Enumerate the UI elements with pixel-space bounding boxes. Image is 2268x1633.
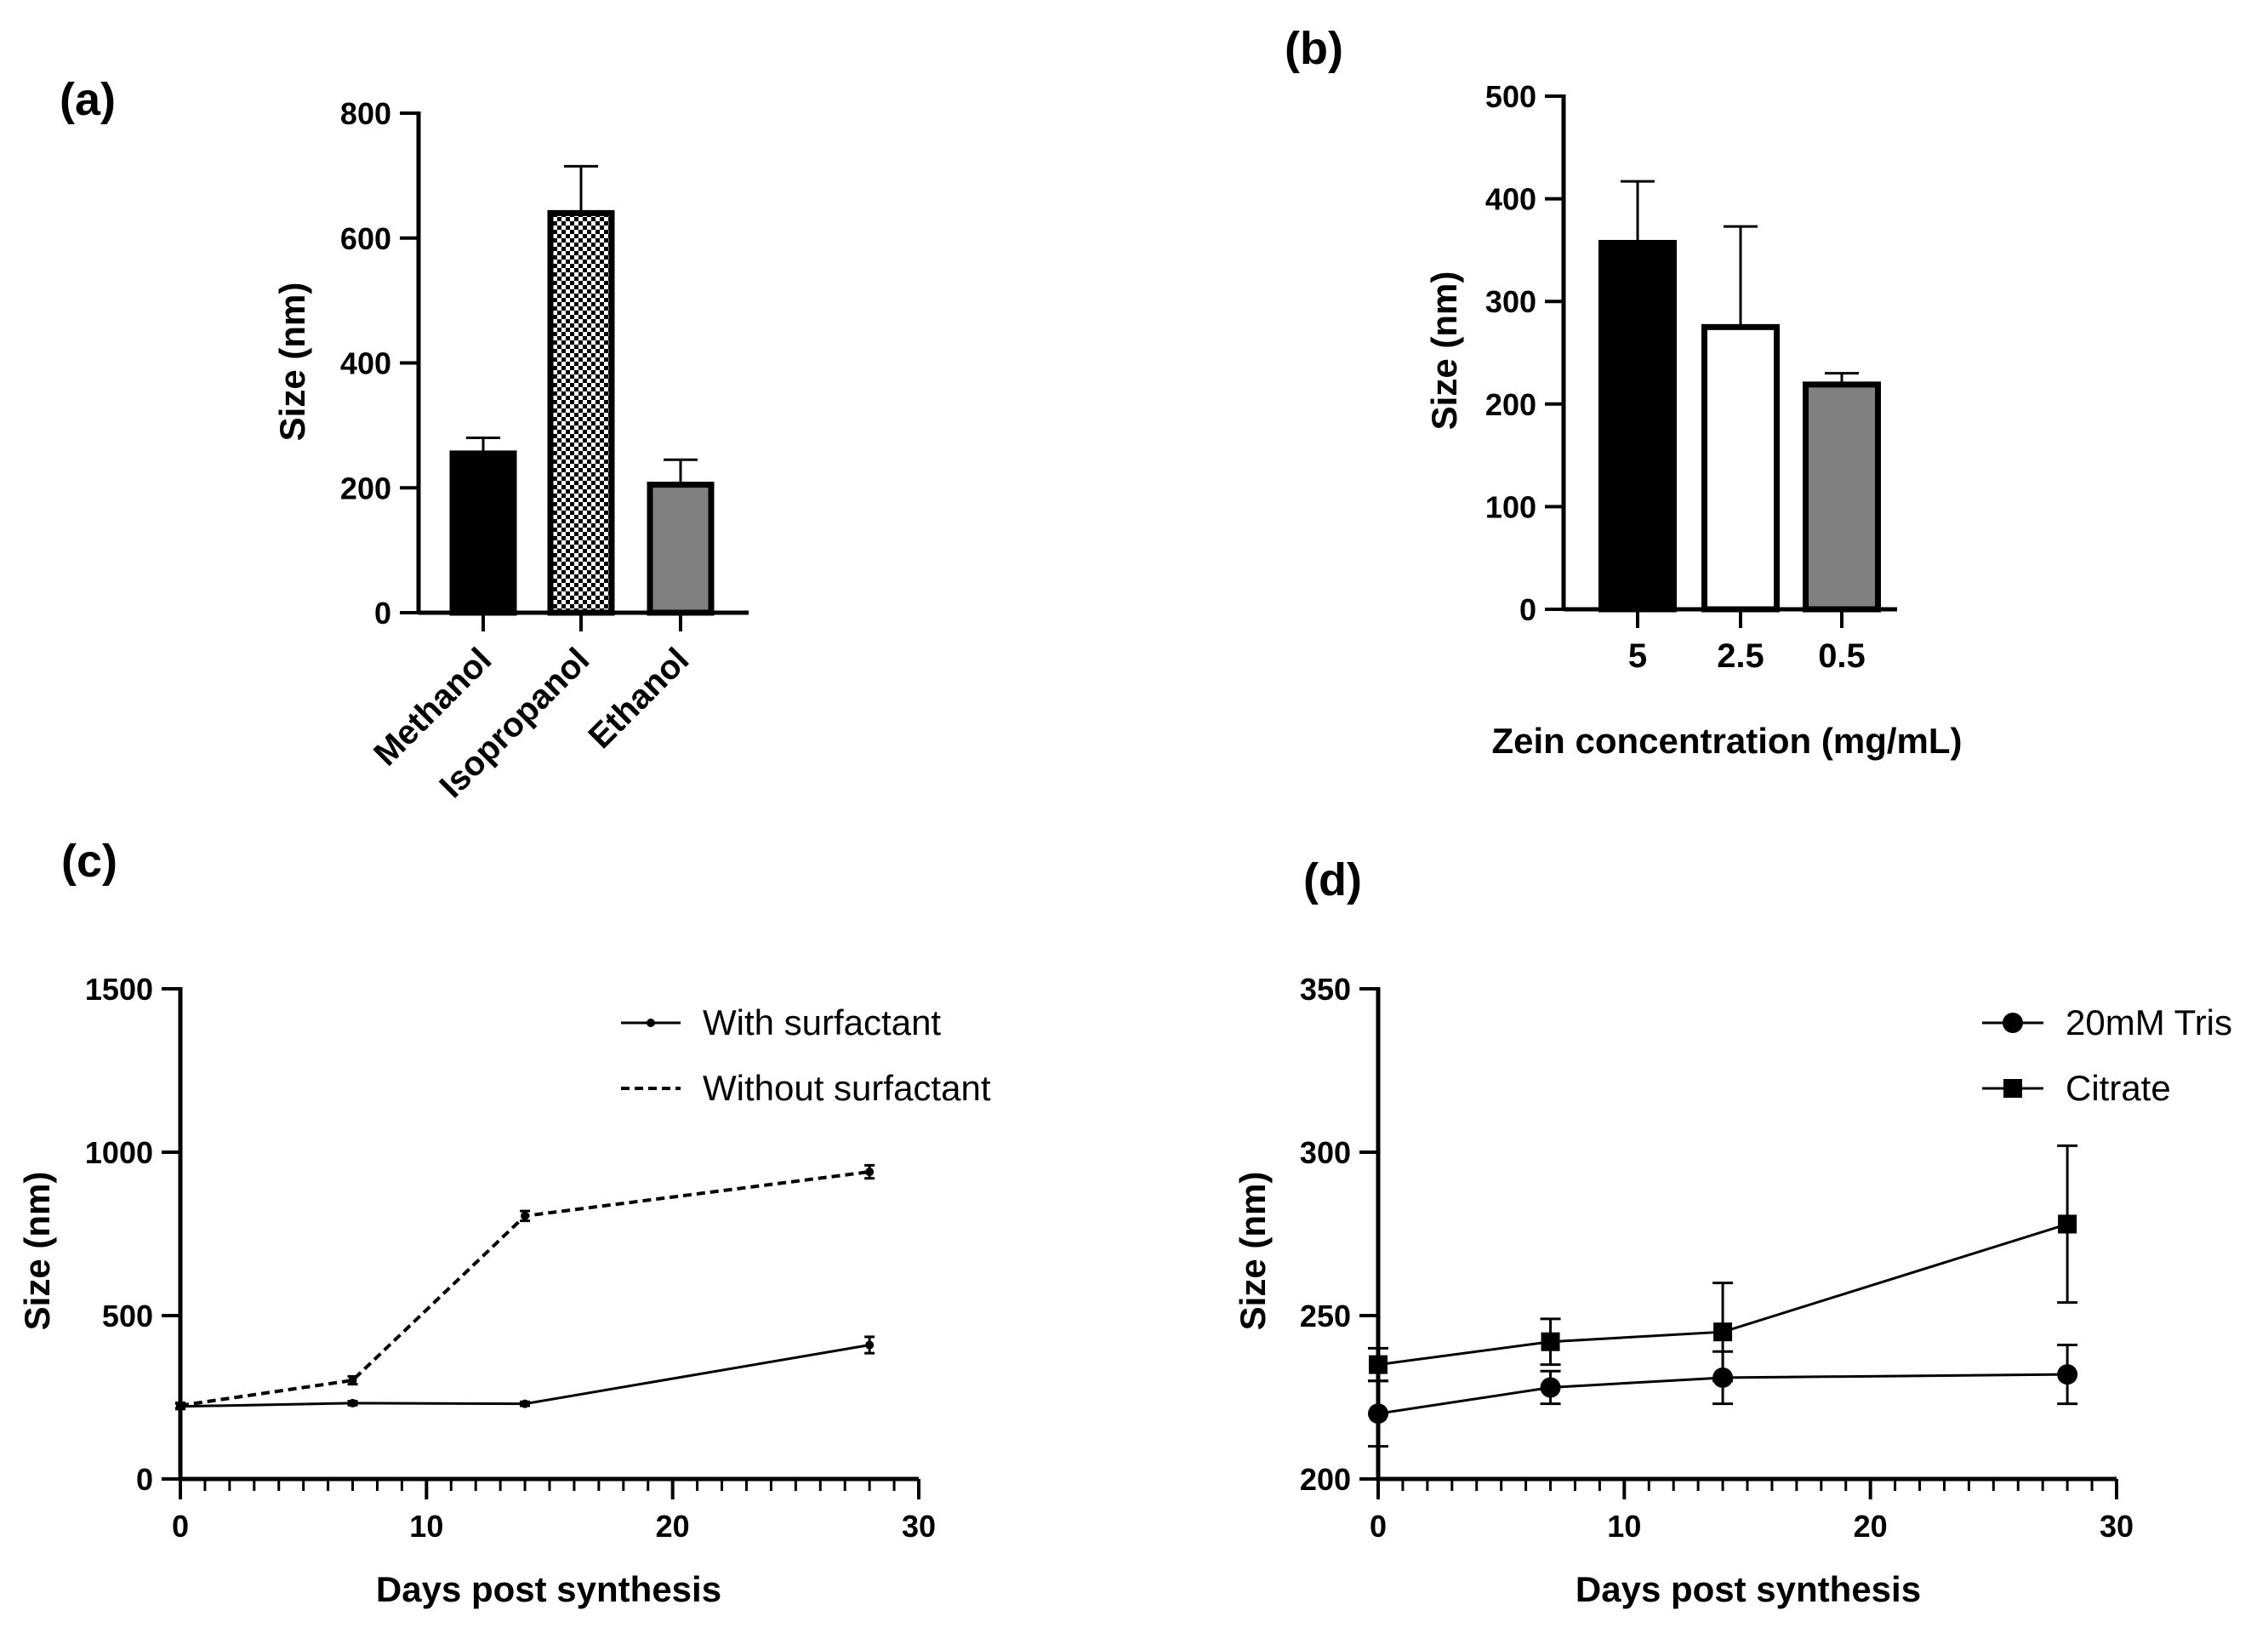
b-xtick-label-0: 5 <box>1628 637 1647 675</box>
c-xtick-label-2: 20 <box>656 1509 690 1544</box>
d-ytick-label-1: 250 <box>1300 1299 1351 1333</box>
d-series-0-line <box>1377 1373 2068 1415</box>
d-series-0-point-3 <box>2057 1364 2078 1385</box>
c-series-1-point-0 <box>176 1401 185 1410</box>
a-ytick-label-3: 600 <box>340 221 391 256</box>
ylabel-a: Size (nm) <box>272 283 312 442</box>
b-bar-0 <box>1598 239 1677 613</box>
xlabel-d: Days post synthesis <box>1576 1569 1921 1609</box>
a-ytick-label-0: 0 <box>374 596 391 631</box>
d-series-1-point-1 <box>1541 1332 1560 1351</box>
b-xtick-label-1: 2.5 <box>1717 637 1764 675</box>
legend-d-marker-2 <box>2003 1079 2022 1098</box>
panel-label-d: (d) <box>1303 854 1362 905</box>
c-series-1-point-1 <box>348 1376 357 1385</box>
c-xtick-label-3: 30 <box>902 1509 936 1544</box>
legend-d-label-1: 20mM Tris <box>2066 1002 2232 1042</box>
a-bar-0 <box>449 450 517 616</box>
panel-label-c: (c) <box>61 836 117 887</box>
legend-c-marker-1 <box>647 1019 655 1027</box>
d-series-1-point-2 <box>1713 1322 1733 1342</box>
b-bar-2 <box>1803 381 1881 613</box>
d-series-1-line <box>1377 1223 2068 1367</box>
b-ytick-label-3: 300 <box>1485 284 1536 319</box>
c-series-0-point-1 <box>348 1398 357 1407</box>
ylabel-b: Size (nm) <box>1424 271 1464 431</box>
c-series-1-line <box>180 1170 870 1407</box>
ylabel-d: Size (nm) <box>1233 1172 1273 1331</box>
d-ytick-label-3: 350 <box>1300 972 1351 1007</box>
xlabel-b: Zein concentration (mg/mL) <box>1491 721 1962 761</box>
c-xtick-label-1: 10 <box>409 1509 443 1544</box>
b-ytick-label-5: 500 <box>1485 79 1536 114</box>
a-ytick-label-4: 800 <box>340 96 391 131</box>
d-series-1-point-3 <box>2058 1214 2077 1234</box>
ylabel-c: Size (nm) <box>17 1172 57 1331</box>
d-series-1-point-0 <box>1369 1355 1388 1374</box>
a-bar-2 <box>647 482 715 616</box>
legend-d-marker-1 <box>2003 1013 2023 1033</box>
d-xtick-label-3: 30 <box>2100 1509 2134 1544</box>
legend-d-label-2: Citrate <box>2066 1068 2171 1108</box>
b-ytick-label-2: 200 <box>1485 387 1536 422</box>
c-ytick-label-0: 0 <box>136 1462 153 1497</box>
d-ytick-label-0: 200 <box>1300 1462 1351 1497</box>
a-xtick-label-2: Ethanol <box>582 641 697 756</box>
chart-d: 200 250 300 350 0 10 20 30 <box>1300 972 2134 1544</box>
a-ytick-label-2: 400 <box>340 346 391 381</box>
chart-b: 0 100 200 300 400 500 5 2.5 0.5 <box>1485 79 1897 675</box>
c-ytick-label-1: 500 <box>102 1299 153 1333</box>
c-series-1-point-2 <box>521 1211 530 1220</box>
d-series-0-point-0 <box>1368 1403 1388 1425</box>
xlabel-c: Days post synthesis <box>376 1569 721 1609</box>
c-series-1-point-3 <box>865 1168 875 1177</box>
d-xtick-label-0: 0 <box>1370 1509 1387 1544</box>
c-ytick-label-2: 1000 <box>85 1135 153 1170</box>
a-bar-1 <box>547 209 615 616</box>
legend-c: With surfactant Without surfactant <box>621 1002 991 1108</box>
chart-c: 0 500 1000 1500 0 10 20 30 <box>85 972 936 1544</box>
panel-label-b: (b) <box>1285 23 1343 74</box>
b-bar-1 <box>1701 323 1780 613</box>
c-ytick-label-3: 1500 <box>85 972 153 1007</box>
d-xtick-label-1: 10 <box>1607 1509 1641 1544</box>
a-ytick-label-1: 200 <box>340 471 391 505</box>
legend-c-label-1: With surfactant <box>703 1002 941 1042</box>
d-series-0-point-1 <box>1540 1377 1561 1398</box>
panel-label-a: (a) <box>60 74 116 125</box>
d-xtick-label-2: 20 <box>1854 1509 1888 1544</box>
c-series-0-point-3 <box>865 1340 875 1350</box>
c-series-0-line <box>180 1344 870 1408</box>
b-ytick-label-4: 400 <box>1485 182 1536 217</box>
b-xtick-label-2: 0.5 <box>1818 637 1866 675</box>
b-ytick-label-0: 0 <box>1519 592 1536 627</box>
d-ytick-label-2: 300 <box>1300 1135 1351 1170</box>
c-series-0-point-2 <box>521 1399 530 1408</box>
c-xtick-label-0: 0 <box>172 1509 189 1544</box>
legend-c-label-2: Without surfactant <box>703 1068 991 1108</box>
legend-d: 20mM Tris Citrate <box>1982 1002 2232 1108</box>
b-ytick-label-1: 100 <box>1485 489 1536 524</box>
